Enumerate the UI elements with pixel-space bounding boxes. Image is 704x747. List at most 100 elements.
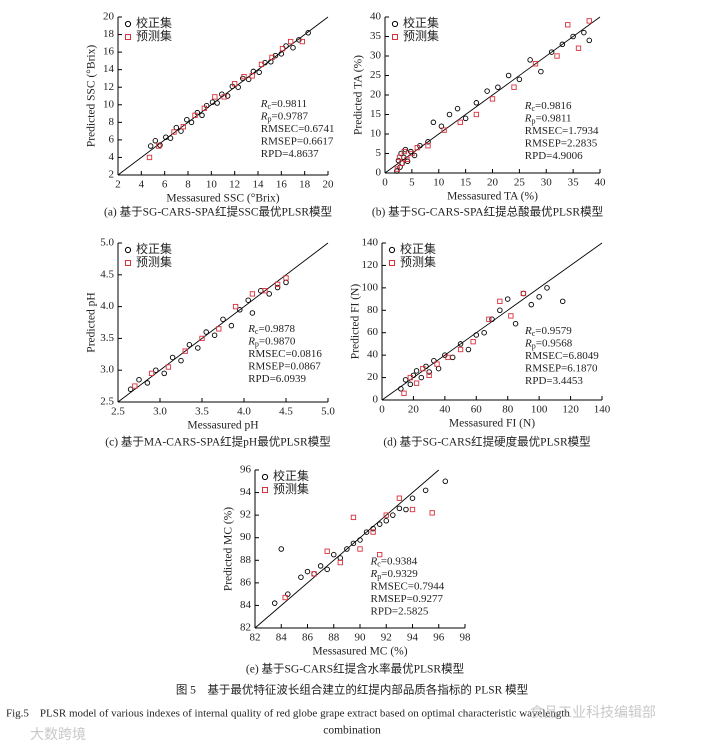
point [311,571,317,577]
stat-text: RMSEP=0.0867 [248,360,321,372]
stat-symbol: R [524,99,532,111]
stat-annotation: RMSEC=0.6741 [261,122,335,134]
point [299,38,305,45]
point [178,357,184,364]
stat-text: RPD=3.4453 [525,374,583,386]
point [201,105,207,111]
stat-annotation: RMSEP=2.2835 [525,137,598,149]
point [473,111,480,118]
point [298,574,304,580]
figure-caption-cn: 图 5 基于最优特征波长组合建立的红提内部品质各指标的 PLSR 模型 [176,683,528,697]
point [457,341,464,347]
stat-annotation: RPD=2.5825 [371,605,429,617]
point [538,68,544,75]
y-tick-label: 40 [370,11,382,23]
x-tick-label: 10 [433,177,445,189]
point [311,571,317,577]
point [570,33,576,40]
point [398,386,404,392]
legend-label: 校正集 [403,15,439,30]
point [317,563,324,569]
point [425,143,431,149]
x-tick-label: 82 [250,632,261,644]
y-tick-label: 120 [362,259,379,271]
point [407,381,414,388]
point [396,495,403,501]
x-tick-label: 20 [323,179,335,191]
point [290,44,296,51]
point [516,76,523,83]
point [249,291,256,297]
stat-annotation: RPD=4.8637 [261,147,319,159]
x-tick-label: 98 [460,632,472,644]
point [383,512,389,518]
x-tick-label: 20 [408,404,420,416]
legend-label: 预测集 [136,254,172,269]
y-tick-label: 88 [240,554,252,566]
point [269,54,275,61]
point [350,540,357,547]
legend-marker [261,473,269,481]
x-tick-label: 3.0 [153,406,167,418]
point [357,546,363,552]
point [211,332,218,338]
point [132,383,138,389]
stat-subscript: p [532,341,536,350]
legend-marker [392,34,398,40]
point [508,313,514,319]
x-axis-label: Messasured SSC (°Brix) [166,193,279,205]
x-tick-label: 10 [206,179,218,191]
stat-annotation: Rp=0.9329 [370,568,419,581]
point [465,346,472,353]
point [413,380,420,386]
point [283,279,289,286]
point [324,566,330,573]
stat-text: =0.9878 [258,322,295,334]
stat-text: RMSEC=0.0816 [248,347,322,359]
point [536,294,542,300]
point [425,139,431,145]
x-tick-label: 96 [433,632,445,644]
point [441,127,447,133]
y-tick-label: 12 [103,81,114,93]
y-tick-label: 16 [103,46,115,58]
point [511,84,517,90]
point [337,555,344,561]
point [481,329,487,336]
point [262,288,268,294]
stat-text: =0.9384 [381,555,418,567]
watermark: 大数跨境 [30,727,86,743]
stat-text: =0.9811 [535,112,571,124]
y-tick-label: 20 [367,371,379,383]
point [245,297,251,303]
point [169,354,176,361]
stat-text: RPD=2.5825 [371,605,429,617]
x-tick-label: 5 [409,177,415,189]
point [462,115,469,122]
chart-caption: (a) 基于SG-CARS-SPA红提SSC最优PLSR模型 [104,205,332,219]
stat-annotation: Rp=0.9870 [247,335,296,348]
x-tick-label: 8 [185,179,191,191]
point [396,505,403,512]
point [279,45,286,52]
point [304,568,311,575]
x-tick-label: 4.5 [279,406,293,418]
chart-caption: (d) 基于SG-CARS红提硬度最优PLSR模型 [383,435,590,449]
x-tick-label: 40 [595,177,607,189]
point [422,487,429,494]
point [409,495,416,501]
legend-label: 校正集 [400,241,436,256]
point [224,93,231,99]
point [394,166,401,172]
y-tick-label: 20 [103,11,115,23]
point [495,84,501,90]
point [199,335,205,342]
point [399,160,405,166]
point [331,551,337,558]
x-tick-label: 140 [594,404,611,416]
y-tick-label: 82 [240,622,251,634]
point [404,156,410,162]
x-tick-label: 6 [162,179,168,191]
point [409,150,415,157]
y-tick-label: 30 [370,50,382,62]
